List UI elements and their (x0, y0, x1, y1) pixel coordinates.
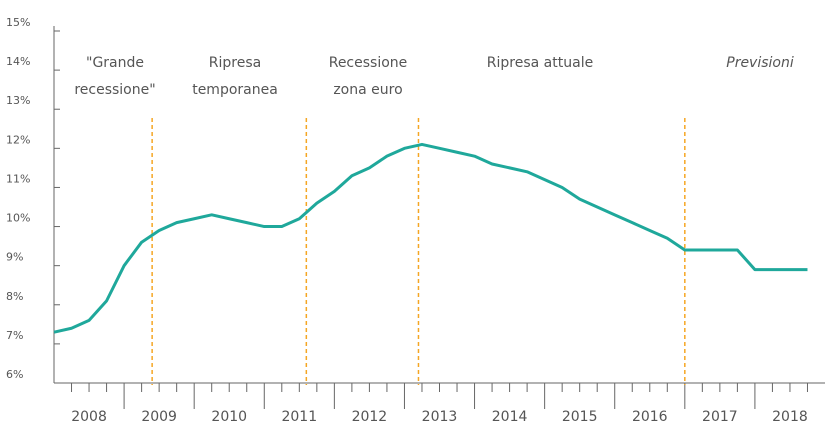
annotation: temporanea (192, 82, 278, 98)
x-tick-label: 2008 (71, 409, 107, 425)
annotation: Ripresa (209, 55, 261, 71)
annotation: recessione" (74, 82, 155, 98)
x-tick-label: 2012 (352, 409, 388, 425)
y-tick-label: 10% (6, 212, 30, 225)
x-tick-label: 2010 (211, 409, 247, 425)
y-tick-label: 9% (6, 251, 23, 264)
x-tick-label: 2018 (772, 409, 808, 425)
y-tick-label: 8% (6, 290, 23, 303)
annotation: Previsioni (726, 55, 794, 71)
y-tick-label: 12% (6, 133, 30, 146)
annotation: Recessione (329, 55, 408, 71)
x-tick-label: 2015 (562, 409, 598, 425)
x-tick-label: 2013 (422, 409, 458, 425)
y-tick-label: 14% (6, 55, 30, 68)
x-tick-label: 2014 (492, 409, 528, 425)
annotation: "Grande (86, 55, 144, 71)
x-tick-label: 2016 (632, 409, 668, 425)
y-tick-label: 15% (6, 16, 30, 29)
line-series (53, 142, 808, 334)
y-tick-label: 11% (6, 172, 30, 185)
x-tick-label: 2009 (141, 409, 177, 425)
y-tick-label: 7% (6, 329, 23, 342)
x-tick-label: 2011 (281, 409, 317, 425)
y-tick-label: 6% (6, 368, 23, 381)
annotation: zona euro (333, 82, 402, 98)
y-tick-label: 13% (6, 94, 30, 107)
x-tick-label: 2017 (702, 409, 738, 425)
annotation: Ripresa attuale (487, 55, 593, 71)
